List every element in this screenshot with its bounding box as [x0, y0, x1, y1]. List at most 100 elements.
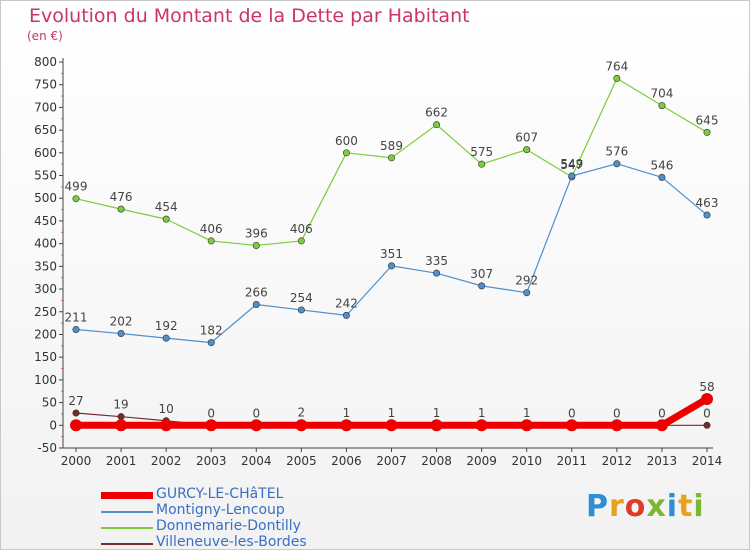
series-point: [385, 419, 398, 432]
y-tick-label: -50: [37, 441, 57, 455]
data-label: 0: [613, 406, 621, 420]
data-label: 546: [650, 158, 673, 172]
data-label: 0: [252, 406, 260, 420]
legend-swatch: [101, 492, 153, 499]
logo-letter: P: [586, 489, 609, 524]
logo-letter: x: [646, 489, 667, 524]
series-point: [342, 311, 350, 319]
series-point: [565, 419, 578, 432]
series-point: [613, 74, 621, 82]
series-point: [160, 419, 173, 432]
series-point: [475, 419, 488, 432]
x-tick-label: 2004: [241, 454, 272, 468]
data-label: 0: [703, 406, 711, 420]
logo-letter: i: [693, 489, 705, 524]
data-label: 1: [478, 406, 486, 420]
x-tick-label: 2007: [376, 454, 407, 468]
data-label: 499: [65, 180, 88, 194]
series-point: [117, 413, 125, 421]
data-label: 575: [470, 145, 493, 159]
series-point: [340, 419, 353, 432]
data-label: 10: [159, 402, 174, 416]
data-label: 476: [110, 190, 133, 204]
y-tick-label: 550: [34, 169, 57, 183]
y-tick-label: 650: [34, 123, 57, 137]
x-tick-label: 2003: [196, 454, 227, 468]
logo-letter: o: [624, 489, 647, 524]
data-label: 254: [290, 291, 313, 305]
series-point: [433, 269, 441, 277]
series-point: [70, 419, 82, 432]
legend-label: GURCY-LE-CHâTEL: [156, 486, 284, 502]
data-label: 645: [696, 113, 719, 127]
series-point: [568, 172, 576, 180]
series-point: [703, 211, 711, 219]
data-label: 1: [343, 406, 351, 420]
y-tick-label: 200: [34, 327, 57, 341]
data-label: 549: [560, 157, 583, 171]
series-point: [72, 195, 80, 203]
data-label: 2: [298, 405, 306, 419]
x-tick-label: 2010: [511, 454, 542, 468]
data-label: 406: [290, 222, 313, 236]
series-point: [295, 419, 308, 432]
data-label: 211: [65, 310, 88, 324]
data-label: 1: [388, 406, 396, 420]
x-tick-label: 2009: [466, 454, 497, 468]
series-point: [207, 339, 215, 347]
x-tick-label: 2012: [602, 454, 633, 468]
y-tick-label: 500: [34, 191, 57, 205]
series-point: [387, 262, 395, 270]
logo-letter: r: [609, 489, 625, 524]
data-label: 0: [207, 406, 215, 420]
series-point: [523, 289, 531, 297]
data-label: 242: [335, 296, 358, 310]
y-tick-label: 400: [34, 237, 57, 251]
data-label: 463: [696, 196, 719, 210]
series-point: [658, 173, 666, 181]
data-label: 182: [200, 324, 223, 338]
series-point: [162, 334, 170, 342]
data-label: 202: [110, 315, 133, 329]
data-label: 600: [335, 134, 358, 148]
series-point: [72, 409, 80, 417]
series-point: [433, 121, 441, 129]
y-tick-label: 700: [34, 100, 57, 114]
data-label: 58: [699, 380, 714, 394]
data-label: 335: [425, 254, 448, 268]
y-tick-label: 50: [42, 396, 57, 410]
x-tick-label: 2014: [692, 454, 723, 468]
x-tick-label: 2011: [557, 454, 588, 468]
legend-swatch: [101, 527, 153, 529]
data-label: 454: [155, 200, 178, 214]
series-point: [478, 160, 486, 168]
series-point: [205, 419, 218, 432]
series-point: [72, 325, 80, 333]
y-tick-label: 750: [34, 78, 57, 92]
series-point: [115, 419, 128, 432]
data-label: 576: [605, 145, 628, 159]
series-point: [207, 237, 215, 245]
series-line-2: [75, 77, 708, 247]
legend-label: Villeneuve-les-Bordes: [156, 534, 307, 550]
data-label: 192: [155, 319, 178, 333]
x-tick-label: 2013: [647, 454, 678, 468]
legend-swatch: [101, 511, 153, 513]
y-tick-label: 100: [34, 373, 57, 387]
series-point: [117, 205, 125, 213]
x-tick-label: 2005: [286, 454, 317, 468]
data-label: 0: [568, 406, 576, 420]
series-point: [655, 419, 668, 432]
y-tick-label: 300: [34, 282, 57, 296]
y-tick-label: 250: [34, 305, 57, 319]
series-point: [117, 330, 125, 338]
y-tick-label: 600: [34, 146, 57, 160]
data-label: 19: [113, 398, 128, 412]
data-label: 307: [470, 267, 493, 281]
series-point: [703, 421, 711, 429]
series-point: [478, 282, 486, 290]
series-point: [430, 419, 443, 432]
chart-title: Evolution du Montant de la Dette par Hab…: [29, 5, 470, 27]
